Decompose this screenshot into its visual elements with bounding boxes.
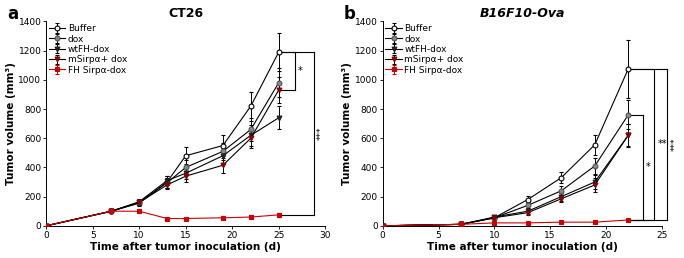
Title: CT26: CT26: [168, 7, 203, 20]
Text: **: **: [657, 139, 667, 149]
X-axis label: Time after tumor inoculation (d): Time after tumor inoculation (d): [90, 243, 281, 252]
Text: *: *: [646, 163, 651, 172]
Legend: Buffer, dox, wtFH-dox, mSirpα+ dox, FH Sirpα-dox: Buffer, dox, wtFH-dox, mSirpα+ dox, FH S…: [384, 23, 464, 76]
Y-axis label: Tumor volume (mm³): Tumor volume (mm³): [5, 62, 16, 185]
Text: *: *: [298, 66, 303, 76]
Text: a: a: [7, 5, 18, 23]
Title: B16F10-Ova: B16F10-Ova: [479, 7, 565, 20]
X-axis label: Time after tumor inoculation (d): Time after tumor inoculation (d): [427, 243, 618, 252]
Text: b: b: [343, 5, 356, 23]
Text: ***: ***: [671, 138, 680, 151]
Y-axis label: Tumor volume (mm³): Tumor volume (mm³): [342, 62, 352, 185]
Text: ***: ***: [317, 127, 326, 140]
Legend: Buffer, dox, wtFH-dox, mSirpα+ dox, FH Sirpα-dox: Buffer, dox, wtFH-dox, mSirpα+ dox, FH S…: [48, 23, 128, 76]
